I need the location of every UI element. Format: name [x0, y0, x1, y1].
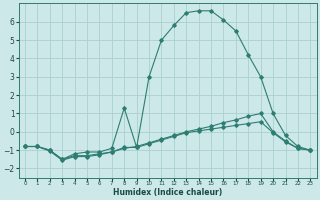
X-axis label: Humidex (Indice chaleur): Humidex (Indice chaleur): [113, 188, 222, 197]
